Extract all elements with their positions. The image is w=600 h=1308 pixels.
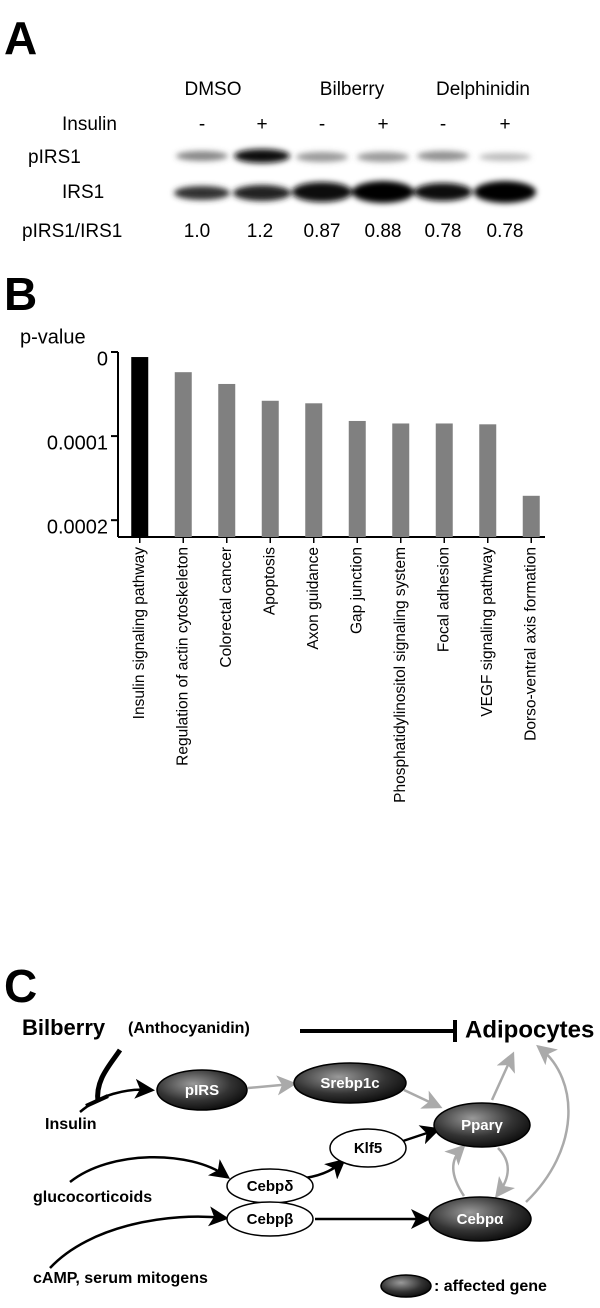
x-tick-label: Gap junction xyxy=(348,547,365,634)
bar xyxy=(174,372,192,537)
row-label: pIRS1/IRS1 xyxy=(22,221,122,242)
panel-letter: C xyxy=(4,960,37,1012)
node-label: Srebp1c xyxy=(320,1075,379,1092)
x-tick-label: VEGF signaling pathway xyxy=(479,547,496,717)
input-label: Insulin xyxy=(45,1116,97,1133)
row-label: pIRS1 xyxy=(28,147,81,168)
treatment-sign: - xyxy=(319,114,325,135)
arrows xyxy=(49,1044,570,1269)
source-label: Bilberry xyxy=(22,1015,106,1040)
x-tick-label: Insulin signaling pathway xyxy=(131,547,148,720)
x-tick-label: Apoptosis xyxy=(261,547,278,615)
treatment-sign: + xyxy=(377,114,388,135)
treatment-sign: - xyxy=(440,114,446,135)
bar xyxy=(305,403,323,537)
y-tick-label: 0.0001 xyxy=(47,432,108,454)
bar xyxy=(348,420,366,537)
target-label: Adipocytes xyxy=(465,1016,594,1043)
panel-letter: A xyxy=(4,12,37,64)
input-label: glucocorticoids xyxy=(33,1189,152,1206)
ratio: 0.88 xyxy=(365,221,402,242)
ratio: 1.2 xyxy=(247,221,273,242)
node-label: Cebpβ xyxy=(247,1211,294,1228)
x-tick-label: Phosphatidylinositol signaling system xyxy=(392,547,409,803)
blot xyxy=(174,149,536,203)
treatment-sign: + xyxy=(256,114,267,135)
ratio: 0.78 xyxy=(425,221,462,242)
node-label: Klf5 xyxy=(354,1140,382,1157)
bar xyxy=(392,423,410,537)
bar xyxy=(261,400,279,537)
x-tick-label: Focal adhesion xyxy=(435,547,452,652)
treatment-sign: + xyxy=(499,114,510,135)
bar xyxy=(218,383,236,537)
group-label: Delphinidin xyxy=(436,79,530,100)
y-axis-title: p-value xyxy=(20,326,86,348)
ratio: 1.0 xyxy=(184,221,210,242)
row-label: Insulin xyxy=(62,114,117,135)
group-label: Bilberry xyxy=(320,79,385,100)
node-label: Pparγ xyxy=(461,1117,503,1134)
node-label: Cebpα xyxy=(457,1211,505,1228)
bar xyxy=(131,357,149,537)
nodes xyxy=(156,1062,532,1298)
source-note: (Anthocyanidin) xyxy=(128,1020,250,1037)
y-tick-label: 0.0002 xyxy=(47,516,108,538)
y-tick-label: 0 xyxy=(97,348,108,370)
x-tick-label: Regulation of actin cytoskeleton xyxy=(174,547,191,766)
bar-chart: 0 0.0001 0.0002 Insulin signaling pathway Re… xyxy=(47,348,545,803)
row-label: IRS1 xyxy=(62,182,104,203)
x-tick-label: Colorectal cancer xyxy=(218,547,235,668)
ratio: 0.87 xyxy=(304,221,341,242)
x-tick-label: Axon guidance xyxy=(305,547,322,650)
treatment-sign: - xyxy=(199,114,205,135)
input-label: cAMP, serum mitogens xyxy=(33,1270,208,1287)
legend-label: : affected gene xyxy=(434,1278,547,1295)
node-label: pIRS xyxy=(185,1082,219,1099)
panel-letter: B xyxy=(4,268,37,320)
group-label: DMSO xyxy=(185,79,242,100)
bar xyxy=(435,423,453,537)
bar xyxy=(479,424,497,537)
blot-labels: DMSO Bilberry Delphinidin Insulin - + - … xyxy=(22,79,530,242)
node-label: Cebpδ xyxy=(247,1178,294,1195)
bar xyxy=(522,495,540,537)
ratio: 0.78 xyxy=(487,221,524,242)
x-tick-label: Dorso-ventral axis formation xyxy=(522,547,539,741)
